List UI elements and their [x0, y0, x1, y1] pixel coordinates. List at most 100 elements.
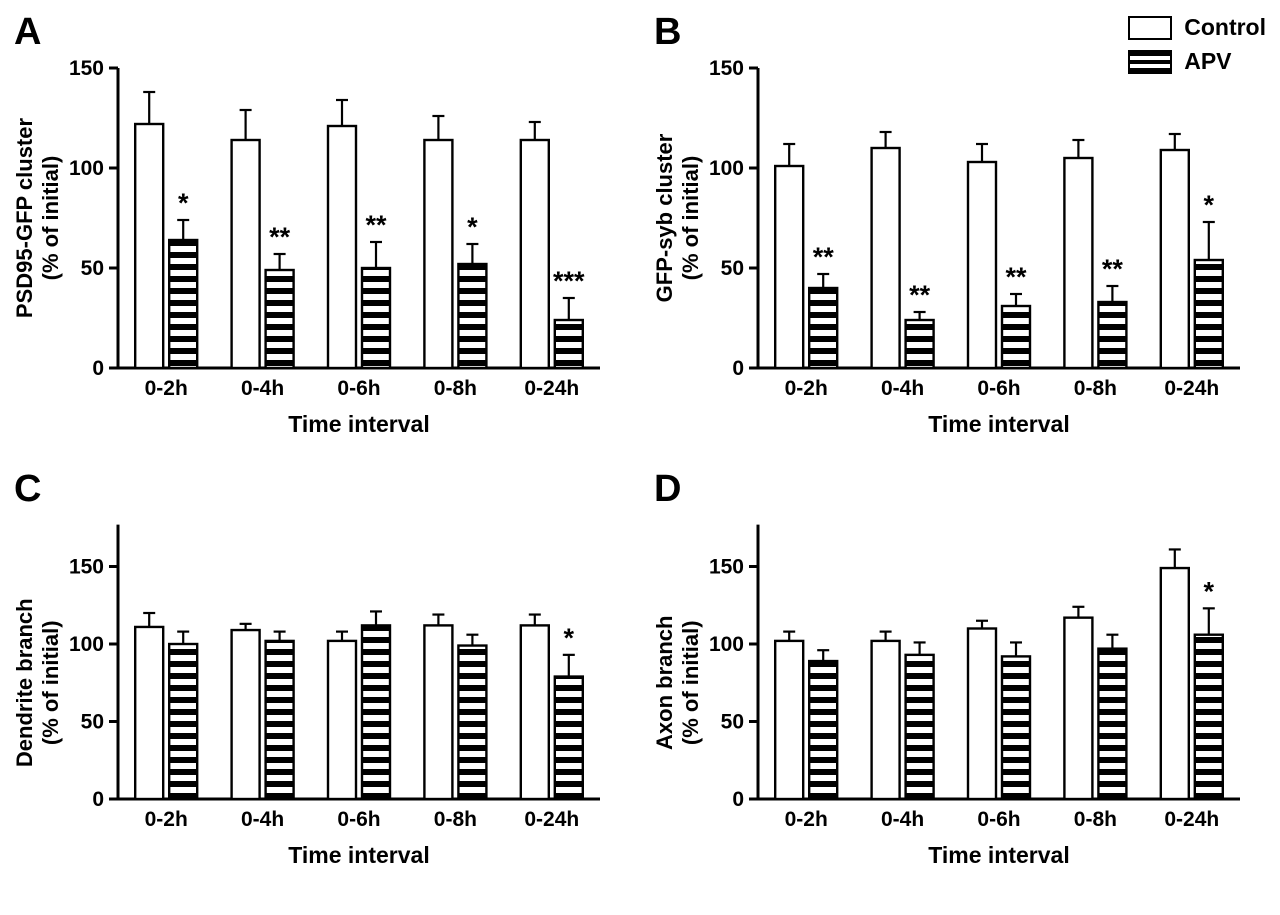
- panel-letter: D: [654, 468, 681, 510]
- panel-b: B 0 50 100 150 GFP-syb cluster (% of initial) 0…: [640, 0, 1280, 457]
- significance-star: *: [1204, 576, 1215, 606]
- y-tick-label: 100: [69, 157, 104, 180]
- x-category-label: 0-4h: [241, 808, 284, 831]
- y-tick-label: 150: [709, 57, 744, 80]
- bar-apv-0-6h: [1000, 304, 1032, 370]
- x-category-label: 0-2h: [785, 377, 828, 400]
- bar-apv-0-8h: [457, 262, 488, 370]
- y-tick-label: 100: [69, 633, 104, 656]
- y-axis-label-line1: Dendrite branch: [12, 598, 37, 767]
- y-tick-label: 100: [709, 633, 744, 656]
- bar-chart-panel-B: B 0 50 100 150 GFP-syb cluster (% of initial) 0…: [652, 11, 1240, 437]
- y-tick-label: 0: [92, 357, 104, 380]
- bar-control-0-24h: [1159, 148, 1190, 370]
- bar-apv-0-4h: [264, 639, 295, 801]
- bar-control-0-6h: [966, 160, 998, 370]
- bar-apv-0-8h: [457, 644, 488, 801]
- y-tick-label: 50: [81, 257, 104, 280]
- x-category-label: 0-8h: [1074, 808, 1117, 831]
- bar-control-0-24h: [519, 138, 550, 370]
- panel-a: A 0 50 100 150 PSD95-GFP cluster (% of initial…: [0, 0, 640, 457]
- bar-apv-0-24h: [1193, 633, 1224, 801]
- bar-control-0-4h: [870, 146, 901, 370]
- bar-apv-0-24h: [553, 675, 584, 801]
- bar-control-0-6h: [326, 639, 358, 801]
- x-axis-label: Time interval: [928, 411, 1069, 437]
- y-axis-label-line1: Axon branch: [652, 616, 677, 750]
- x-category-label: 0-4h: [881, 808, 924, 831]
- significance-star: **: [909, 280, 931, 310]
- significance-star: *: [467, 212, 478, 242]
- x-category-label: 0-24h: [1164, 377, 1219, 400]
- bar-control-0-8h: [423, 138, 454, 370]
- bar-control-0-24h: [519, 624, 550, 801]
- significance-star: **: [813, 242, 835, 272]
- bar-control-0-24h: [1159, 566, 1190, 801]
- y-tick-label: 100: [709, 157, 744, 180]
- legend-item-apv: APV: [1128, 48, 1266, 75]
- bar-chart-panel-A: A 0 50 100 150 PSD95-GFP cluster (% of initial…: [12, 11, 600, 437]
- bar-control-0-4h: [230, 138, 261, 370]
- y-tick-label: 50: [721, 257, 744, 280]
- bar-apv-0-4h: [904, 318, 935, 370]
- bar-chart-panel-D: D 0 50 100 150 Axon branch (% of initial) 0-2h 0…: [652, 468, 1240, 868]
- bar-apv-0-6h: [1000, 655, 1032, 801]
- x-category-label: 0-4h: [241, 377, 284, 400]
- significance-star: **: [1005, 262, 1027, 292]
- legend: Control APV: [1128, 14, 1266, 75]
- bar-apv-0-2h: [167, 642, 199, 801]
- panel-letter: B: [654, 11, 681, 53]
- x-category-label: 0-6h: [337, 808, 380, 831]
- y-axis-label-line1: PSD95-GFP cluster: [12, 118, 37, 319]
- y-axis-label-line2: (% of initial): [678, 620, 703, 745]
- y-tick-label: 0: [732, 788, 744, 811]
- x-category-label: 0-24h: [524, 808, 579, 831]
- bar-control-0-8h: [1063, 156, 1094, 370]
- bar-apv-0-4h: [904, 653, 935, 801]
- bar-control-0-2h: [133, 625, 165, 801]
- panel-d: D 0 50 100 150 Axon branch (% of initial) 0-2h 0…: [640, 457, 1280, 915]
- panel-letter: A: [14, 11, 41, 53]
- significance-star: *: [178, 188, 189, 218]
- apv-swatch-icon: [1128, 49, 1173, 74]
- bar-apv-0-2h: [167, 238, 199, 370]
- bar-apv-0-24h: [553, 318, 584, 370]
- x-category-label: 0-24h: [524, 377, 579, 400]
- bar-apv-0-6h: [360, 266, 392, 370]
- panel-c: C 0 50 100 150 Dendrite branch (% of initial) 0…: [0, 457, 640, 915]
- bar-control-0-4h: [230, 628, 261, 801]
- bar-control-0-2h: [773, 639, 805, 801]
- bar-control-0-8h: [1063, 616, 1094, 801]
- bar-apv-0-4h: [264, 268, 295, 370]
- bar-control-0-4h: [870, 639, 901, 801]
- x-axis-label: Time interval: [288, 411, 429, 437]
- significance-star: *: [1204, 190, 1215, 220]
- x-category-label: 0-6h: [977, 377, 1020, 400]
- bar-control-0-6h: [326, 124, 358, 370]
- significance-star: ***: [553, 266, 585, 296]
- x-category-label: 0-6h: [977, 808, 1020, 831]
- bar-control-0-2h: [133, 122, 165, 370]
- x-category-label: 0-2h: [145, 377, 188, 400]
- legend-item-control: Control: [1128, 14, 1266, 41]
- y-axis-label-line2: (% of initial): [38, 620, 63, 745]
- y-tick-label: 150: [709, 556, 744, 579]
- y-tick-label: 50: [81, 711, 104, 734]
- y-tick-label: 0: [732, 357, 744, 380]
- x-category-label: 0-4h: [881, 377, 924, 400]
- y-axis-label-line2: (% of initial): [38, 156, 63, 281]
- significance-star: *: [564, 623, 575, 653]
- control-swatch-icon: [1128, 15, 1173, 40]
- x-category-label: 0-24h: [1164, 808, 1219, 831]
- y-tick-label: 150: [69, 57, 104, 80]
- significance-star: **: [1102, 254, 1124, 284]
- y-tick-label: 150: [69, 556, 104, 579]
- significance-star: **: [269, 222, 291, 252]
- bar-apv-0-8h: [1097, 647, 1128, 801]
- bar-apv-0-24h: [1193, 258, 1224, 370]
- x-axis-label: Time interval: [288, 842, 429, 868]
- legend-label-apv: APV: [1184, 48, 1232, 74]
- x-category-label: 0-8h: [1074, 377, 1117, 400]
